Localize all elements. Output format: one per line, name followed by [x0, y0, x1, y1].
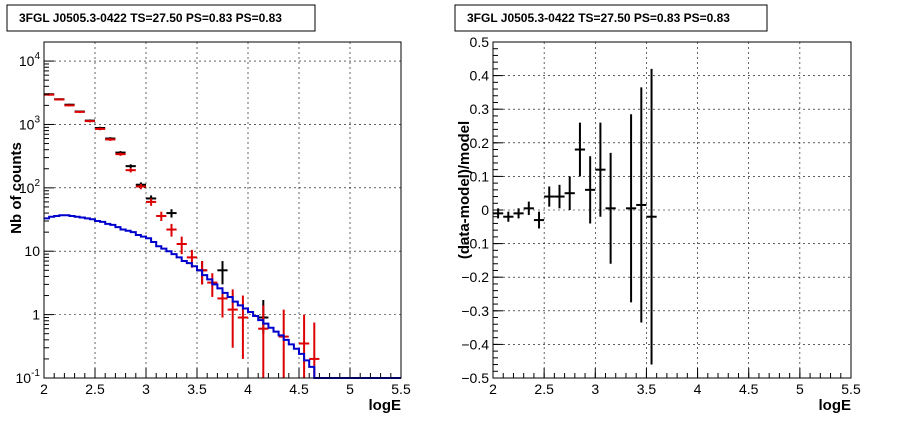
left-x-tick-label: 3.5 — [187, 381, 207, 397]
data-point-red — [146, 198, 157, 206]
left-x-tick-label: 4.5 — [289, 381, 309, 397]
left-panel: 3FGL J0505.3-0422 TS=27.50 PS=0.83 PS=0.… — [6, 4, 411, 414]
right-x-tick-label: 4 — [694, 381, 702, 397]
left-x-tick-label: 4 — [244, 381, 252, 397]
data-point-red — [278, 309, 289, 378]
right-x-tick-label: 2.5 — [534, 381, 554, 397]
right-frame — [492, 41, 852, 379]
right-y-axis-label: (data-model)/model — [456, 121, 473, 259]
left-x-tick-label: 5.5 — [391, 381, 411, 397]
right-x-tick-label: 3 — [591, 381, 599, 397]
left-frame — [43, 41, 402, 379]
right-y-tick-label: 0 — [481, 202, 489, 218]
data-point-black — [125, 164, 136, 169]
left-grid — [44, 42, 401, 378]
data-point-red — [105, 138, 116, 141]
left-marks — [44, 93, 401, 379]
data-point-red — [84, 119, 95, 123]
data-point-red — [176, 236, 187, 255]
residual-point — [605, 152, 616, 264]
left-y-tick-label: 102 — [19, 178, 41, 196]
left-x-tick-label: 2.5 — [85, 381, 105, 397]
data-point-red — [258, 305, 269, 378]
residual-point — [585, 156, 596, 224]
residual-point — [646, 68, 657, 365]
data-point-red — [166, 223, 177, 237]
right-y-tick-label: −0.5 — [461, 370, 489, 386]
left-axes: 2 2.5 3 3.5 4 4.5 5 5.5 10-1 1 10 102 103 104 — [16, 41, 411, 397]
left-y-tick-label: 104 — [19, 51, 41, 69]
right-axes: 2 2.5 3 3.5 4 4.5 5 5.5 −0.5 −0.4 −0.3 −0.2 −0.1 0 0.1… — [461, 34, 861, 397]
right-y-tick-label: −0.2 — [461, 269, 489, 285]
right-x-tick-label: 3.5 — [637, 381, 657, 397]
left-title: 3FGL J0505.3-0422 TS=27.50 PS=0.83 PS=0.… — [19, 11, 282, 25]
data-point-red — [54, 98, 65, 101]
data-point-red — [135, 184, 146, 190]
left-x-tick-label: 3 — [142, 381, 150, 397]
right-x-tick-label: 5 — [796, 381, 804, 397]
left-x-tick-label: 5 — [346, 381, 354, 397]
data-point-red — [74, 110, 85, 113]
right-y-tick-label: 0.1 — [470, 168, 490, 184]
right-y-tick-label: 0.5 — [470, 34, 490, 50]
right-y-tick-label: −0.1 — [461, 236, 489, 252]
data-point-red — [95, 127, 106, 131]
right-y-tick-label: −0.4 — [461, 336, 489, 352]
residual-point — [636, 87, 647, 323]
right-x-tick-label: 2 — [489, 381, 497, 397]
left-y-tick-label: 103 — [19, 114, 41, 132]
data-point-red — [156, 211, 167, 221]
right-x-axis-label: logE — [819, 397, 852, 414]
left-y-tick-label: 10-1 — [16, 368, 41, 386]
right-panel: 3FGL J0505.3-0422 TS=27.50 PS=0.83 PS=0.… — [454, 4, 861, 414]
residual-point — [625, 114, 637, 303]
left-y-tick-label: 1 — [32, 307, 40, 323]
residual-point — [503, 211, 514, 222]
residual-point — [554, 184, 565, 209]
data-point-black — [166, 209, 177, 218]
left-x-tick-label: 2 — [40, 381, 48, 397]
left-title-box — [6, 4, 316, 32]
right-title-box — [454, 4, 768, 32]
right-y-tick-label: 0.3 — [470, 101, 490, 117]
data-point-red — [64, 104, 75, 107]
left-y-tick-label: 10 — [24, 243, 40, 259]
right-marks — [493, 68, 657, 365]
left-x-axis-label: logE — [369, 397, 402, 414]
right-x-tick-label: 5.5 — [841, 381, 861, 397]
right-title: 3FGL J0505.3-0422 TS=27.50 PS=0.83 PS=0.… — [467, 11, 730, 25]
residual-point — [533, 211, 545, 229]
right-y-tick-label: 0.4 — [470, 68, 490, 84]
data-point-red — [299, 314, 310, 378]
residual-point — [564, 176, 575, 210]
data-point-red — [125, 168, 136, 173]
data-point-red — [115, 152, 126, 156]
residual-point — [544, 186, 555, 207]
left-y-axis-label: Nb of counts — [8, 142, 25, 234]
residual-point — [523, 201, 534, 216]
right-y-tick-label: −0.3 — [461, 303, 489, 319]
data-point-black — [217, 261, 228, 285]
model-step-line — [44, 214, 401, 379]
residual-point — [574, 122, 586, 177]
residual-point — [595, 122, 606, 217]
right-grid — [493, 42, 851, 378]
right-y-tick-label: 0.2 — [470, 135, 490, 151]
residual-point — [513, 208, 524, 219]
right-x-tick-label: 4.5 — [739, 381, 759, 397]
